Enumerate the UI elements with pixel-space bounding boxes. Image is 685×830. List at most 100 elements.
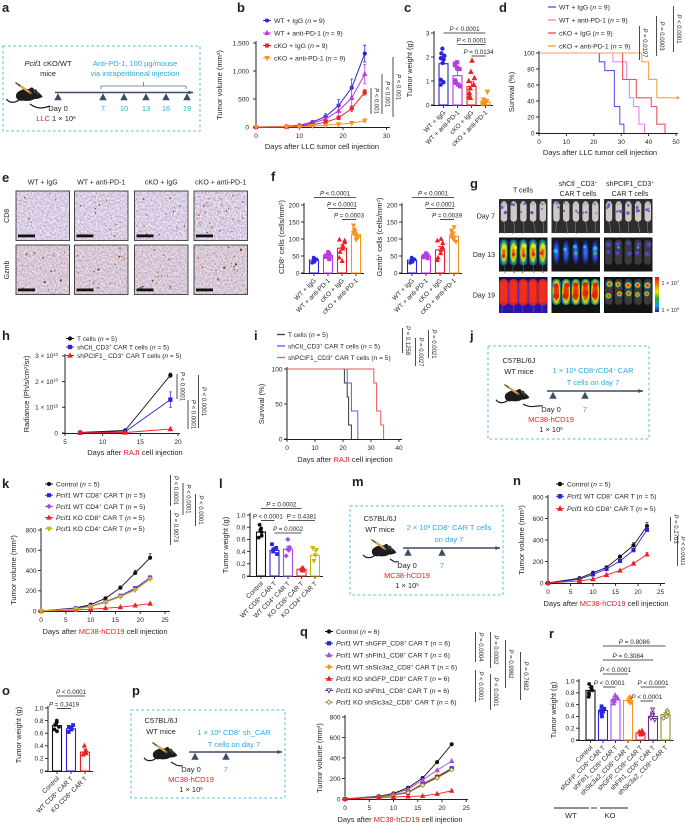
svg-text:0: 0 [242, 573, 246, 580]
svg-text:Day 0: Day 0 [48, 104, 68, 113]
svg-text:50: 50 [672, 139, 680, 146]
svg-text:7: 7 [583, 405, 587, 414]
svg-text:30: 30 [618, 139, 626, 146]
svg-text:Control (n = 6): Control (n = 6) [336, 629, 380, 636]
svg-text:200: 200 [289, 202, 300, 209]
svg-text:cKO + IgG (n = 9): cKO + IgG (n = 9) [274, 43, 328, 50]
svg-text:P = 0.9073: P = 0.9073 [172, 513, 178, 543]
svg-text:MC38-hCD19: MC38-hCD19 [384, 571, 430, 580]
svg-text:0: 0 [279, 436, 283, 443]
svg-text:P = 0.0003: P = 0.0003 [334, 213, 365, 220]
svg-text:50: 50 [275, 401, 283, 408]
svg-text:0.4: 0.4 [34, 743, 43, 750]
svg-text:cKO + IgG (n = 9): cKO + IgG (n = 9) [559, 30, 613, 37]
svg-text:7: 7 [440, 561, 444, 570]
svg-text:1: 1 [426, 78, 430, 85]
svg-text:Pcif1 WT shFth1_CD8+ CAR T (n: Pcif1 WT shFth1_CD8+ CAR T (n = 6) [336, 652, 450, 660]
svg-text:100: 100 [524, 50, 535, 57]
svg-text:0.2: 0.2 [565, 726, 574, 733]
svg-text:Pcif1 WT shGFP_CD8+ CAR T (n =: Pcif1 WT shGFP_CD8+ CAR T (n = 6) [336, 640, 450, 648]
svg-text:3: 3 [426, 30, 430, 37]
svg-text:0: 0 [394, 270, 398, 277]
svg-text:10: 10 [390, 805, 398, 812]
svg-text:0.8: 0.8 [34, 718, 43, 725]
svg-text:P = 0.0027: P = 0.0027 [417, 337, 423, 367]
svg-text:Days after MC38-hCD19 cell inj: Days after MC38-hCD19 cell injection [42, 627, 167, 636]
svg-text:0.2: 0.2 [34, 756, 43, 763]
svg-text:100: 100 [289, 236, 300, 243]
svg-text:0: 0 [285, 445, 289, 452]
svg-text:P < 0.0001: P < 0.0001 [600, 667, 632, 674]
svg-text:P < 0.0001: P < 0.0001 [594, 680, 626, 687]
svg-text:20: 20 [634, 589, 642, 596]
svg-text:Gzmb: Gzmb [4, 261, 11, 280]
svg-text:100: 100 [272, 366, 283, 373]
svg-text:P < 0.001: P < 0.001 [395, 74, 401, 101]
svg-text:800: 800 [26, 527, 37, 534]
svg-text:Tumor volume (mm3): Tumor volume (mm3) [9, 535, 18, 605]
svg-text:2: 2 [426, 54, 430, 61]
svg-text:c: c [404, 0, 411, 15]
svg-text:WT + IgG (n = 9): WT + IgG (n = 9) [559, 4, 610, 11]
svg-text:n: n [513, 473, 521, 488]
svg-text:Day 7: Day 7 [477, 214, 495, 221]
svg-text:P < 0.0001: P < 0.0001 [456, 38, 487, 45]
svg-text:15: 15 [612, 589, 620, 596]
svg-text:25: 25 [657, 589, 665, 596]
svg-text:T cells: T cells [513, 188, 534, 195]
svg-text:Tumor weight (g): Tumor weight (g) [549, 681, 558, 738]
svg-text:Tumor weight (g): Tumor weight (g) [405, 40, 414, 97]
svg-text:20: 20 [438, 805, 446, 812]
svg-text:0.6: 0.6 [565, 702, 574, 709]
svg-text:1.0: 1.0 [565, 678, 574, 685]
svg-text:Pcif1 WT CD8+ CAR T (n = 5): Pcif1 WT CD8+ CAR T (n = 5) [56, 492, 145, 500]
svg-text:Pcif1 WT CD4+ CAR T (n = 5): Pcif1 WT CD4+ CAR T (n = 5) [56, 503, 145, 511]
svg-text:15: 15 [112, 617, 120, 624]
svg-text:P < 0.0001: P < 0.0001 [418, 191, 449, 198]
svg-text:a: a [2, 0, 10, 15]
svg-text:T cells (n = 5): T cells (n = 5) [77, 336, 117, 343]
svg-text:C57BL/6J: C57BL/6J [364, 514, 397, 523]
svg-text:Tumor weight (g): Tumor weight (g) [221, 516, 230, 573]
svg-text:Pcif1 WT CD8+ CAR T (n = 5): Pcif1 WT CD8+ CAR T (n = 5) [567, 493, 656, 501]
svg-text:P < 0.001: P < 0.001 [384, 81, 390, 108]
svg-text:P = 0.0039: P = 0.0039 [432, 213, 463, 220]
svg-text:WT + IgG: WT + IgG [28, 180, 58, 187]
svg-text:0: 0 [33, 608, 37, 615]
svg-text:shCtl_CD3+ CAR T cells (n = 5): shCtl_CD3+ CAR T cells (n = 5) [77, 343, 169, 351]
svg-text:m: m [352, 474, 364, 489]
svg-text:P < 0.0001: P < 0.0001 [477, 671, 483, 701]
svg-text:0: 0 [426, 102, 430, 109]
svg-text:P = 0.0002: P = 0.0002 [266, 502, 297, 509]
svg-text:P = 0.9982: P = 0.9982 [507, 649, 513, 679]
svg-text:10: 10 [87, 617, 95, 624]
svg-text:0: 0 [540, 580, 544, 587]
svg-text:P = 0.0002: P = 0.0002 [273, 526, 304, 533]
svg-text:400: 400 [26, 568, 37, 575]
svg-text:Tumor weight (g): Tumor weight (g) [14, 706, 23, 763]
svg-text:20: 20 [339, 133, 347, 140]
svg-text:WT + anti-PD-1 (n = 9): WT + anti-PD-1 (n = 9) [274, 30, 343, 37]
svg-text:j: j [469, 328, 474, 343]
svg-text:60: 60 [527, 82, 535, 89]
svg-text:P < 0.0001: P < 0.0001 [172, 476, 178, 506]
svg-text:P < 0.0001: P < 0.0001 [679, 536, 685, 566]
svg-text:0.8: 0.8 [236, 525, 245, 532]
svg-text:cKO + anti-PD-1: cKO + anti-PD-1 [195, 180, 246, 187]
svg-text:WT mice: WT mice [504, 367, 533, 376]
svg-text:100: 100 [387, 236, 398, 243]
svg-text:19: 19 [183, 104, 191, 113]
svg-text:WT: WT [565, 811, 577, 820]
svg-text:CD8: CD8 [4, 209, 11, 223]
svg-text:shCtl_CD3+ CAR T cells (n = 5): shCtl_CD3+ CAR T cells (n = 5) [288, 342, 380, 350]
svg-text:f: f [271, 169, 276, 184]
svg-text:WT + anti-PD-1: WT + anti-PD-1 [77, 180, 125, 187]
svg-text:Day 0: Day 0 [397, 561, 417, 570]
svg-text:1,500: 1,500 [233, 40, 250, 47]
svg-text:WT + IgG (n = 9): WT + IgG (n = 9) [274, 18, 325, 25]
svg-text:P < 0.0001: P < 0.0001 [492, 677, 498, 707]
svg-text:13: 13 [142, 104, 150, 113]
svg-text:P = 0.8086: P = 0.8086 [619, 639, 651, 646]
svg-text:1.0: 1.0 [34, 705, 43, 712]
svg-text:200: 200 [26, 588, 37, 595]
